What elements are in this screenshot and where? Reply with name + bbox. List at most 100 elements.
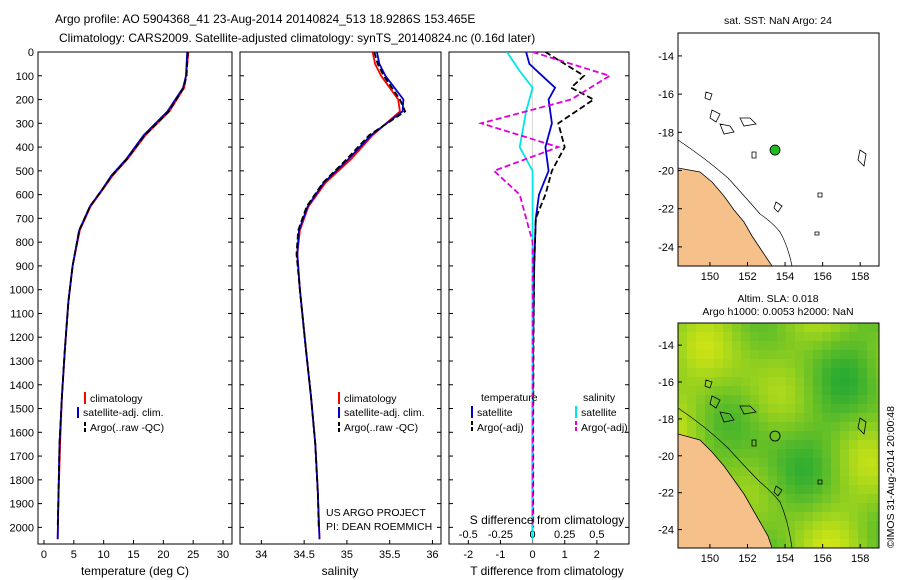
sla-cell bbox=[822, 422, 832, 432]
sla-cell bbox=[831, 359, 841, 369]
sla-cell bbox=[876, 431, 879, 441]
sla-cell bbox=[777, 359, 787, 369]
map-y-tick-label: -24 bbox=[658, 525, 674, 537]
sla-cell bbox=[813, 386, 823, 396]
sla-cell bbox=[687, 395, 697, 405]
sla-cell bbox=[759, 431, 769, 441]
sla-cell bbox=[723, 368, 733, 378]
sla-cell bbox=[723, 323, 733, 333]
sla-cell bbox=[813, 440, 823, 450]
sla-cell bbox=[795, 530, 805, 540]
series-line bbox=[532, 52, 596, 528]
sla-cell bbox=[777, 503, 787, 513]
sla-cell bbox=[876, 449, 879, 459]
map-y-tick-label: -22 bbox=[658, 204, 674, 216]
sla-cell bbox=[867, 431, 877, 441]
sla-cell bbox=[786, 485, 796, 495]
s-tick-label: 0.5 bbox=[589, 529, 604, 541]
salinity-axes bbox=[239, 51, 442, 545]
sla-cell bbox=[777, 395, 787, 405]
sla-cell bbox=[822, 539, 832, 548]
sla-cell bbox=[759, 476, 769, 486]
sla-cell bbox=[741, 377, 751, 387]
y-tick-label: 1700 bbox=[10, 451, 34, 463]
sla-cell bbox=[813, 404, 823, 414]
sla-cell bbox=[849, 341, 859, 351]
sla-cell bbox=[858, 368, 868, 378]
sla-cell bbox=[876, 350, 879, 360]
sla-cell bbox=[705, 413, 715, 423]
sla-cell bbox=[678, 386, 688, 396]
sla-cell bbox=[813, 467, 823, 477]
sla-cell bbox=[804, 386, 814, 396]
sla-cell bbox=[777, 332, 787, 342]
y-tick-label: 1100 bbox=[10, 308, 34, 320]
sla-cell bbox=[849, 440, 859, 450]
sla-cell bbox=[867, 377, 877, 387]
sla-cell bbox=[831, 530, 841, 540]
y-tick-label: 900 bbox=[16, 261, 34, 273]
sla-cell bbox=[831, 476, 841, 486]
sla-cell bbox=[723, 332, 733, 342]
y-tick-label: 400 bbox=[16, 142, 34, 154]
sla-cell bbox=[732, 395, 742, 405]
sla-cell bbox=[714, 350, 724, 360]
sla-cell bbox=[804, 341, 814, 351]
sla-cell bbox=[786, 359, 796, 369]
sla-cell bbox=[804, 332, 814, 342]
sla-cell bbox=[795, 404, 805, 414]
map-y-tick-label: -20 bbox=[658, 166, 674, 178]
sla-cell bbox=[867, 521, 877, 531]
sla-cell bbox=[822, 413, 832, 423]
sla-cell bbox=[849, 404, 859, 414]
map-x-tick-label: 152 bbox=[738, 271, 756, 283]
sla-cell bbox=[750, 323, 760, 333]
sla-cell bbox=[795, 431, 805, 441]
sla-cell bbox=[678, 422, 688, 432]
sla-cell bbox=[795, 476, 805, 486]
map-y-tick-label: -22 bbox=[658, 488, 674, 500]
sla-cell bbox=[822, 386, 832, 396]
map-x-tick-label: 158 bbox=[851, 553, 869, 565]
sla-cell bbox=[732, 476, 742, 486]
sla-cell bbox=[813, 449, 823, 459]
sla-cell bbox=[768, 467, 778, 477]
sla-cell bbox=[876, 503, 879, 513]
sla-cell bbox=[696, 413, 706, 423]
map-x-tick-label: 152 bbox=[738, 553, 756, 565]
sla-cell bbox=[786, 332, 796, 342]
sla-cell bbox=[813, 323, 823, 333]
sla-cell bbox=[840, 395, 850, 405]
sla-cell bbox=[849, 503, 859, 513]
sla-cell bbox=[831, 422, 841, 432]
sla-cell bbox=[687, 341, 697, 351]
sla-cell bbox=[831, 521, 841, 531]
difference-axes bbox=[448, 51, 630, 545]
sla-cell bbox=[876, 386, 879, 396]
sla-cell bbox=[813, 368, 823, 378]
sla-cell bbox=[858, 458, 868, 468]
sla-cell bbox=[678, 323, 688, 333]
sla-cell bbox=[786, 422, 796, 432]
sla-cell bbox=[786, 377, 796, 387]
sla-cell bbox=[831, 458, 841, 468]
sla-cell bbox=[858, 467, 868, 477]
sla-cell bbox=[804, 422, 814, 432]
sla-cell bbox=[840, 521, 850, 531]
sla-cell bbox=[786, 440, 796, 450]
sla-cell bbox=[858, 359, 868, 369]
sla-cell bbox=[786, 494, 796, 504]
y-tick-label: 1000 bbox=[10, 285, 34, 297]
sla-cell bbox=[831, 440, 841, 450]
sla-cell bbox=[795, 440, 805, 450]
sla-cell bbox=[750, 449, 760, 459]
legend-argo-label: Argo(..raw -QC) bbox=[90, 422, 164, 434]
sla-cell bbox=[804, 521, 814, 531]
sla-cell bbox=[678, 395, 688, 405]
sla-cell bbox=[714, 377, 724, 387]
sla-cell bbox=[831, 341, 841, 351]
sla-cell bbox=[822, 431, 832, 441]
sla-cell bbox=[831, 494, 841, 504]
x-tick-label: 25 bbox=[187, 549, 199, 561]
sla-cell bbox=[741, 323, 751, 333]
